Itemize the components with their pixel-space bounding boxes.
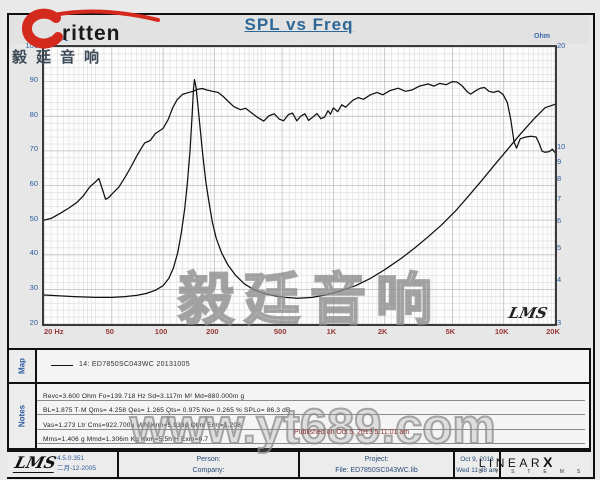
footer-lms-cell: LMS 4.5.0.351 二月-12-2005: [7, 452, 119, 477]
freq-axis-tick-label: 50: [105, 327, 114, 336]
left-axis-tick-label: 90: [29, 75, 38, 85]
footer-date-cell: Oct 9, 2013 Wed 11:48 am: [455, 452, 501, 477]
linearx-logo: LINEARX S Y S T E M S: [478, 454, 586, 475]
legend-line-sample: [51, 365, 73, 366]
file-name: File: ED7850SC043WC.lib: [335, 467, 418, 474]
map-section: Map 14: ED7850SC043WC 20131005: [7, 348, 591, 382]
right-axis-tick-label: 6: [557, 216, 562, 226]
right-axis-unit-label: Ohm: [534, 33, 550, 40]
person-label: Person:: [196, 456, 221, 463]
chart-plot-area: [44, 47, 555, 324]
published-date-overlay: Published on Oct 5, 2013 5:11:01 am: [294, 429, 410, 436]
footer-person-cell: Person: Company:: [119, 452, 300, 477]
freq-axis-tick-label: 20K: [546, 327, 560, 336]
freq-axis-tick-label: 10K: [494, 327, 509, 336]
left-axis-tick-label: 20: [29, 317, 38, 327]
right-axis-tick-label: 5: [557, 242, 562, 252]
notes-parameter-line: Vas=1.273 Ltr Cms=922.700u M/N Krm=5.933…: [37, 415, 585, 430]
freq-axis-tick-label: 500: [273, 327, 287, 336]
left-axis-tick-label: 80: [29, 109, 38, 119]
right-axis-tick-label: 3: [557, 317, 562, 327]
footer-bar: LMS 4.5.0.351 二月-12-2005 Person: Company…: [7, 450, 591, 477]
project-label: Project:: [364, 456, 389, 463]
footer-project-cell: Project: File: ED7850SC043WC.lib: [300, 452, 455, 477]
brand-swoosh-icon: [21, 8, 160, 49]
report-date: Oct 9, 2013: [460, 456, 494, 463]
notes-section: Notes Revc=3.600 Ohm Fo=139.718 Hz Sd=3.…: [7, 382, 591, 450]
legend-curve-name: 14: ED7850SC043WC 20131005: [79, 361, 190, 368]
title-bar: SPL vs Freq: [9, 15, 589, 44]
right-axis-tick-label: 20: [557, 40, 566, 50]
notes-parameter-line: Mms=1.406 g Mmd=1.306m Kg Kxm=5.5h H Exm…: [37, 430, 585, 444]
company-label: Company:: [192, 467, 225, 474]
freq-axis-tick-label: 200: [206, 327, 219, 336]
brand-chinese-name: 毅廷音响: [12, 49, 109, 66]
left-axis-tick-label: 30: [29, 282, 38, 292]
left-axis-tick-label: 70: [29, 144, 38, 154]
left-axis-tick-label: 50: [29, 213, 38, 223]
left-axis-tick-label: 60: [29, 179, 38, 188]
freq-axis-tick-label: 100: [154, 327, 168, 336]
freq-axis-tick-label: 5K: [445, 327, 456, 336]
notes-parameter-line: BL=1.875 T·M Qms= 4.258 Qes= 1.265 Qts= …: [37, 401, 585, 415]
lms-logo: LMS: [12, 453, 59, 473]
freq-axis-tick-label: 1K: [326, 327, 337, 336]
right-axis-tick-label: 10: [557, 141, 566, 151]
left-axis-tick-label: 40: [29, 248, 38, 258]
notes-parameter-line: Revc=3.600 Ohm Fo=139.718 Hz Sd=3.117m M…: [37, 386, 585, 401]
freq-axis-tick-label: 2K: [377, 327, 388, 336]
freq-axis-tick-label: 20 Hz: [44, 327, 64, 336]
right-axis-tick-label: 7: [557, 193, 562, 203]
brand-name: ritten: [62, 22, 121, 45]
report-time: Wed 11:48 am: [456, 467, 498, 474]
notes-section-label: Notes: [9, 384, 37, 448]
notes-parameter-lines: Revc=3.600 Ohm Fo=139.718 Hz Sd=3.117m M…: [37, 386, 585, 444]
right-axis-tick-label: 9: [557, 157, 562, 167]
spl-vs-freq-chart: LMS: [42, 45, 557, 326]
page-title: SPL vs Freq: [244, 15, 354, 34]
right-axis-tick-label: 4: [557, 275, 562, 285]
software-version-date: 二月-12-2005: [57, 465, 97, 472]
right-axis-tick-label: 8: [557, 174, 562, 184]
map-section-label: Map: [9, 350, 37, 382]
lms-signature: LMS: [507, 304, 549, 322]
software-version: 4.5.0.351: [57, 455, 85, 462]
brand-logo: ritten 毅廷音响: [10, 6, 170, 66]
footer-linearx-cell: LINEARX S Y S T E M S: [479, 452, 591, 477]
